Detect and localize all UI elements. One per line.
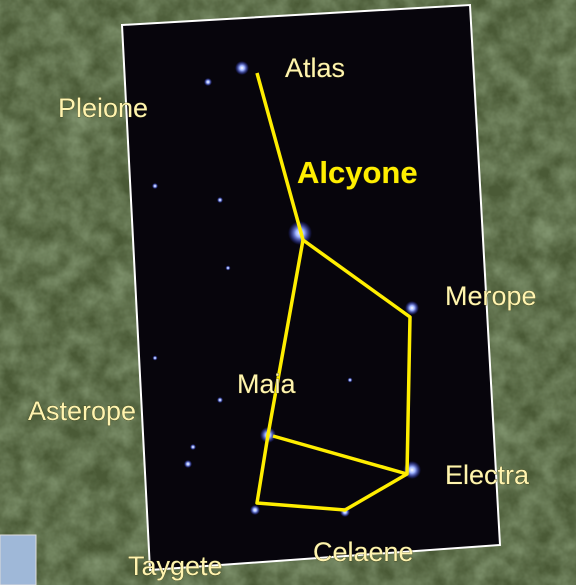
star-label: Atlas xyxy=(285,53,345,83)
star-label: Pleione xyxy=(58,93,148,123)
star-label: Merope xyxy=(445,281,537,311)
star-label: Maia xyxy=(237,369,297,399)
map-view: Atlas Pleione Alcyone Merope Maia Astero… xyxy=(0,0,576,585)
star-label: Taygete xyxy=(128,551,223,581)
thumbnail xyxy=(0,535,36,585)
star-label: Electra xyxy=(445,460,530,490)
star-label: Asterope xyxy=(28,396,136,426)
star-image-overlay xyxy=(122,5,500,570)
star-label: Alcyone xyxy=(297,155,418,190)
star-label: Celaene xyxy=(313,537,414,567)
